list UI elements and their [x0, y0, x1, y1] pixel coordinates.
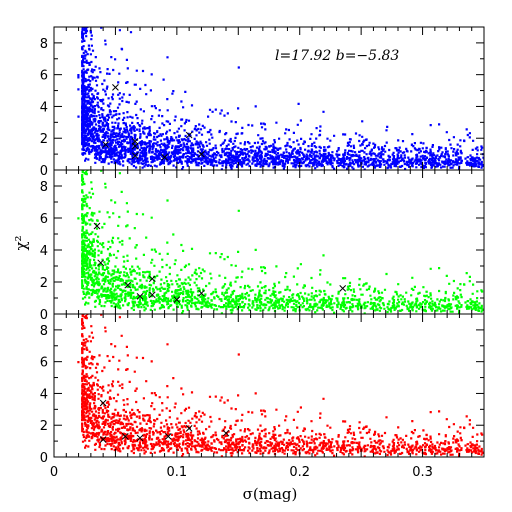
y-tick-label: 8 [40, 324, 48, 339]
marker-point [93, 222, 101, 230]
scatter-cloud [77, 170, 484, 314]
marker-point [148, 291, 156, 299]
marker-point [161, 153, 168, 161]
y-tick-label: 0 [40, 164, 48, 179]
marker-point [136, 293, 144, 300]
y-tick-label: 8 [40, 37, 48, 52]
marker-point [222, 429, 230, 437]
panel-2: 0 2 4 6 8 [40, 169, 485, 323]
x-tick-labels: 0 0.1 0.2 0.3 [50, 465, 433, 480]
panel-3: 0 2 4 6 8 [40, 313, 485, 466]
y-tick-label: 2 [40, 132, 48, 147]
y-tick-label: 6 [40, 69, 48, 84]
y-tick-label: 4 [40, 387, 48, 402]
y-tick-label: 2 [40, 276, 48, 291]
marker-point [131, 142, 139, 150]
marker-point [339, 285, 347, 292]
scatter-cloud [77, 314, 484, 457]
marker-point [185, 131, 193, 139]
panel-frame [53, 313, 485, 458]
marker-point [97, 259, 105, 267]
marker-point [198, 150, 205, 158]
y-tick-label: 4 [40, 244, 48, 259]
y-tick-label: 4 [40, 100, 48, 115]
x-tick-label: 0.1 [167, 465, 188, 480]
marker-point [164, 432, 172, 440]
x-axis-label: σ(mag) [243, 485, 298, 503]
field-annotation: l=17.92 b=−5.83 [275, 48, 399, 64]
marker-point [148, 275, 156, 283]
marker-point [173, 296, 181, 303]
y-tick-label: 8 [40, 180, 48, 195]
y-axis-label: χ² [12, 235, 30, 250]
y-tick-label: 0 [40, 308, 48, 323]
marker-point [121, 432, 129, 440]
scatter-cloud [77, 27, 484, 170]
marker-point [112, 84, 119, 91]
y-tick-label: 6 [40, 356, 48, 371]
marker-point [198, 289, 205, 297]
marker-point [131, 152, 139, 160]
marker-point [136, 434, 144, 442]
x-tick-label: 0.2 [289, 465, 310, 480]
marker-point [99, 399, 107, 407]
marker-point [131, 138, 139, 145]
marker-point [124, 281, 132, 289]
panel-1: 0 2 4 6 8 [40, 26, 485, 179]
x-tick-label: 0 [50, 465, 58, 480]
y-tick-label: 2 [40, 419, 48, 434]
marker-point [99, 436, 107, 443]
y-tick-label: 6 [40, 212, 48, 227]
marker-point [102, 141, 109, 148]
y-tick-label: 0 [40, 451, 48, 466]
x-tick-label: 0.3 [412, 465, 433, 480]
marker-point [185, 425, 193, 432]
